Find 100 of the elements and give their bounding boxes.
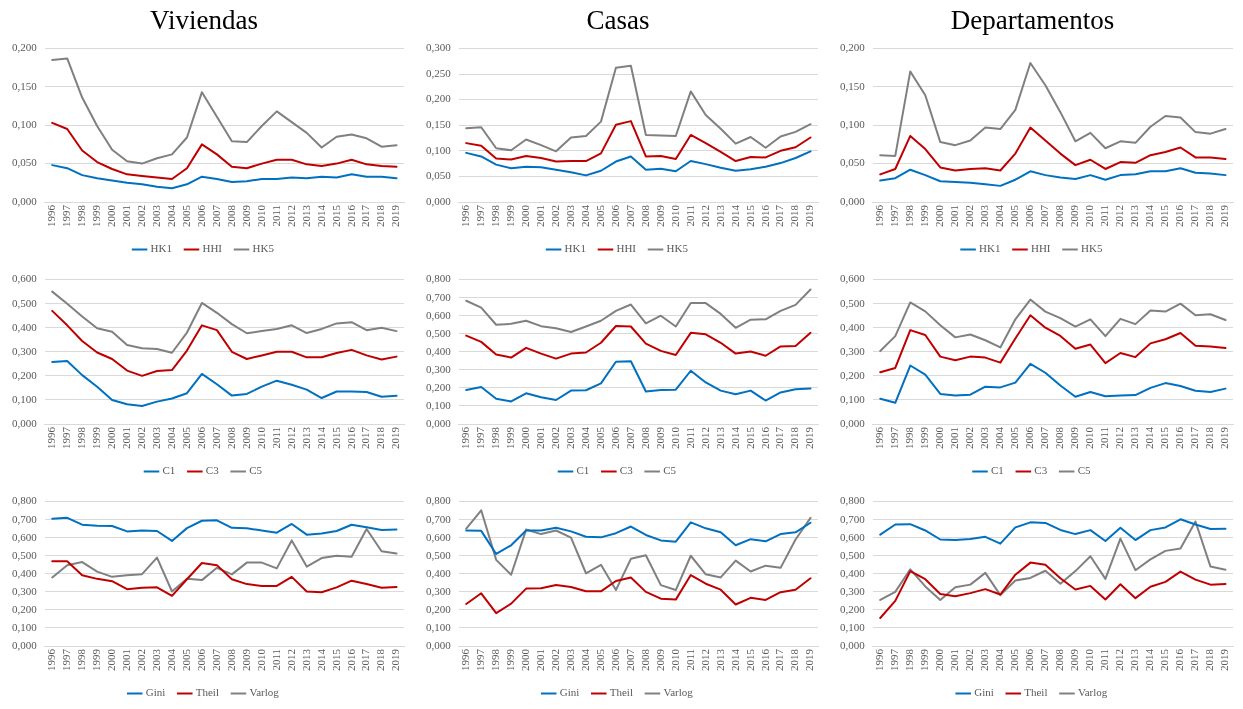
x-tick-label: 2018 (788, 426, 801, 449)
x-tick-label: 2000 (519, 426, 531, 449)
legend-label: Gini (974, 686, 994, 699)
legend-label: Varlog (249, 686, 280, 699)
x-tick-label: 2013 (713, 648, 726, 671)
y-tick-label: 0,800 (426, 272, 452, 285)
x-tick-label: 2017 (773, 426, 786, 449)
x-tick-label: 1996 (459, 204, 472, 227)
y-tick-label: 0,000 (840, 416, 866, 429)
y-tick-label: 0,200 (426, 380, 452, 393)
x-tick-label: 2015 (1158, 648, 1171, 671)
x-tick-label: 2019 (1218, 204, 1231, 227)
x-tick-label: 2000 (933, 648, 946, 671)
x-tick-label: 2009 (1068, 648, 1081, 671)
legend-label: C1 (162, 464, 176, 477)
y-tick-label: 0,400 (426, 566, 452, 579)
y-tick-label: 0,050 (840, 156, 866, 169)
x-tick-label: 2016 (758, 426, 771, 449)
x-tick-label: 2008 (224, 204, 237, 227)
x-tick-label: 2006 (1023, 204, 1036, 227)
x-tick-label: 2013 (299, 648, 312, 671)
x-tick-label: 2007 (1038, 426, 1051, 449)
y-tick-label: 0,300 (426, 362, 452, 375)
x-tick-label: 2018 (374, 648, 387, 671)
x-tick-label: 2007 (209, 426, 222, 449)
legend-label: Theil (1024, 686, 1048, 699)
x-tick-label: 2014 (314, 204, 327, 227)
x-tick-label: 1997 (60, 648, 73, 671)
legend-label: Gini (559, 686, 580, 699)
y-tick-label: 0,800 (426, 494, 452, 507)
x-tick-label: 1996 (459, 648, 472, 671)
x-tick-label: 1997 (888, 204, 901, 227)
legend-label: C3 (619, 464, 634, 477)
y-tick-label: 0,250 (426, 66, 452, 79)
y-tick-label: 0,600 (426, 530, 452, 543)
y-tick-label: 0,300 (12, 584, 38, 597)
x-tick-label: 2017 (359, 648, 372, 671)
x-tick-label: 2003 (563, 648, 576, 671)
x-tick-label: 2008 (638, 204, 651, 227)
x-tick-label: 2018 (1203, 648, 1216, 671)
x-tick-label: 2003 (978, 204, 991, 227)
y-tick-label: 0,600 (426, 308, 452, 321)
x-tick-label: 2007 (1038, 648, 1051, 671)
y-tick-label: 0,600 (12, 530, 38, 543)
legend-label: C3 (1034, 464, 1048, 477)
y-tick-label: 0,400 (426, 344, 452, 357)
x-tick-label: 2017 (1188, 204, 1201, 227)
x-tick-label: 2019 (389, 426, 402, 449)
y-tick-label: 0,300 (426, 41, 452, 54)
x-tick-label: 2006 (608, 204, 621, 227)
x-tick-label: 2005 (593, 204, 606, 227)
x-tick-label: 2004 (164, 648, 177, 671)
x-tick-label: 2000 (519, 204, 531, 227)
x-tick-label: 2003 (978, 648, 991, 671)
x-tick-label: 2008 (1053, 204, 1066, 227)
x-tick-label: 2010 (668, 426, 681, 449)
y-tick-label: 0,000 (426, 416, 452, 429)
x-tick-label: 2012 (284, 427, 297, 449)
x-tick-label: 1999 (918, 426, 931, 449)
y-tick-label: 0,150 (840, 79, 866, 92)
y-tick-label: 0,200 (840, 41, 866, 54)
y-tick-label: 0,800 (840, 494, 866, 507)
x-tick-label: 2016 (1173, 426, 1186, 449)
x-tick-label: 2005 (179, 648, 192, 671)
x-tick-label: 1996 (45, 426, 58, 449)
x-tick-label: 2004 (993, 426, 1006, 449)
y-tick-label: 0,200 (426, 602, 452, 615)
y-tick-label: 0,100 (12, 392, 38, 405)
x-tick-label: 2010 (254, 648, 267, 671)
x-tick-label: 2010 (254, 204, 267, 227)
x-tick-label: 2012 (1113, 649, 1126, 671)
x-tick-label: 2006 (194, 648, 207, 671)
x-tick-label: 2012 (284, 649, 297, 671)
legend-label: HK5 (1081, 242, 1103, 255)
y-tick-label: 0,500 (12, 548, 38, 561)
x-tick-label: 1997 (474, 648, 487, 671)
x-tick-label: 2017 (773, 204, 786, 227)
x-tick-label: 2009 (1068, 426, 1081, 449)
x-tick-label: 2010 (1083, 648, 1096, 671)
y-tick-label: 0,600 (12, 272, 38, 285)
x-tick-label: 2007 (209, 204, 222, 227)
x-tick-label: 2014 (1143, 648, 1156, 671)
x-tick-label: 1999 (90, 426, 103, 449)
x-tick-label: 1997 (474, 204, 487, 227)
x-tick-label: 2008 (224, 648, 237, 671)
x-tick-label: 2019 (1218, 648, 1231, 671)
x-tick-label: 2004 (578, 648, 591, 671)
x-tick-label: 2009 (1068, 204, 1081, 227)
y-tick-label: 0,100 (426, 143, 452, 156)
legend-label: HHI (616, 242, 637, 255)
x-tick-label: 2013 (1128, 426, 1141, 449)
x-tick-label: 2017 (1188, 648, 1201, 671)
x-tick-label: 2014 (728, 204, 741, 227)
x-tick-label: 2002 (548, 427, 561, 449)
x-tick-label: 2019 (389, 204, 402, 227)
y-tick-label: 0,100 (840, 620, 866, 633)
x-tick-label: 2007 (623, 426, 636, 449)
y-tick-label: 0,000 (12, 416, 38, 429)
y-tick-label: 0,200 (840, 602, 866, 615)
x-tick-label: 2013 (1128, 648, 1141, 671)
